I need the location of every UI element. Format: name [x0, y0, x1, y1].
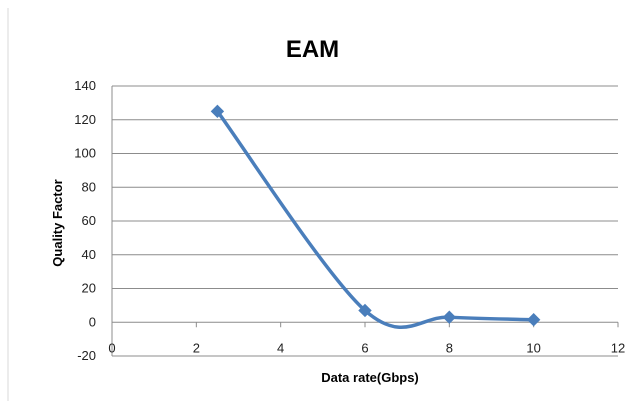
data-point-marker — [442, 310, 457, 324]
y-tick-label: 120 — [74, 112, 96, 127]
data-series — [210, 104, 541, 329]
y-tick-label: 20 — [82, 281, 96, 296]
y-tick-label: 40 — [82, 247, 96, 262]
tick-labels: -20 0 20 40 60 80 100 120 140 0 2 4 6 8 10 12 — [74, 78, 625, 363]
x-tick-label: 0 — [108, 340, 115, 355]
x-tick-label: 2 — [193, 340, 200, 355]
y-tick-label: -20 — [77, 348, 96, 363]
x-tick-label: 10 — [526, 340, 540, 355]
data-point-marker — [526, 313, 541, 327]
x-tick-label: 12 — [611, 340, 625, 355]
y-axis-label: Quality Factor — [50, 179, 65, 266]
x-axis-label: Data rate(Gbps) — [321, 370, 419, 385]
y-tick-label: 80 — [82, 179, 96, 194]
data-point-marker — [358, 303, 372, 318]
data-point-marker — [210, 104, 225, 119]
x-tick-label: 6 — [361, 340, 368, 355]
series-line-0 — [215, 109, 536, 329]
chart-title: EAM — [285, 36, 340, 63]
y-tick-label: 0 — [89, 314, 96, 329]
y-tick-label: 140 — [74, 78, 96, 93]
x-tick-label: 8 — [446, 340, 453, 355]
x-tick-label: 4 — [277, 340, 284, 355]
y-tick-label: 100 — [74, 146, 96, 161]
y-tick-label: 60 — [82, 213, 96, 228]
